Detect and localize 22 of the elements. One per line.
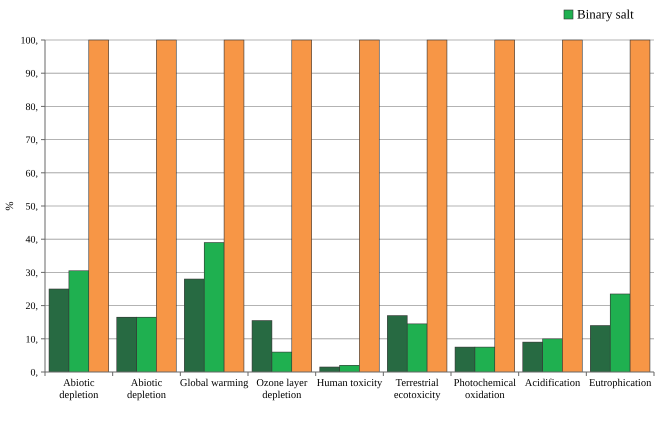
x-tick-label: Terrestrial ecotoxicity (394, 378, 442, 401)
y-axis-title: % (4, 201, 16, 211)
y-tick-label: 70, (26, 135, 38, 146)
y-tick-label: 0, (30, 368, 38, 378)
x-tick-label: Ozone layer depletion (256, 378, 308, 401)
y-tick-label: 30, (26, 268, 38, 279)
x-tick-label: Global warming (180, 378, 250, 389)
x-tick-label: Acidification (524, 378, 581, 389)
x-tick-label: Photochemical oxidation (454, 378, 516, 401)
y-tick-label: 20, (26, 301, 38, 312)
x-tick-label: Eutrophication (588, 378, 652, 389)
legend-label: Binary salt (577, 6, 634, 22)
x-tick-label: Human toxicity (316, 378, 384, 389)
y-tick-label: 10, (26, 334, 38, 346)
y-tick-label: 90, (26, 68, 38, 80)
y-tick-label: 50, (26, 202, 38, 212)
y-tick-label: 80, (26, 102, 38, 113)
y-tick-label: 40, (26, 234, 38, 246)
x-tick-label: Abiotic depletion (126, 378, 167, 401)
y-tick-label: 100, (20, 36, 38, 46)
x-tick-label: Abiotic depletion (59, 378, 100, 401)
y-tick-label: 60, (26, 168, 38, 180)
